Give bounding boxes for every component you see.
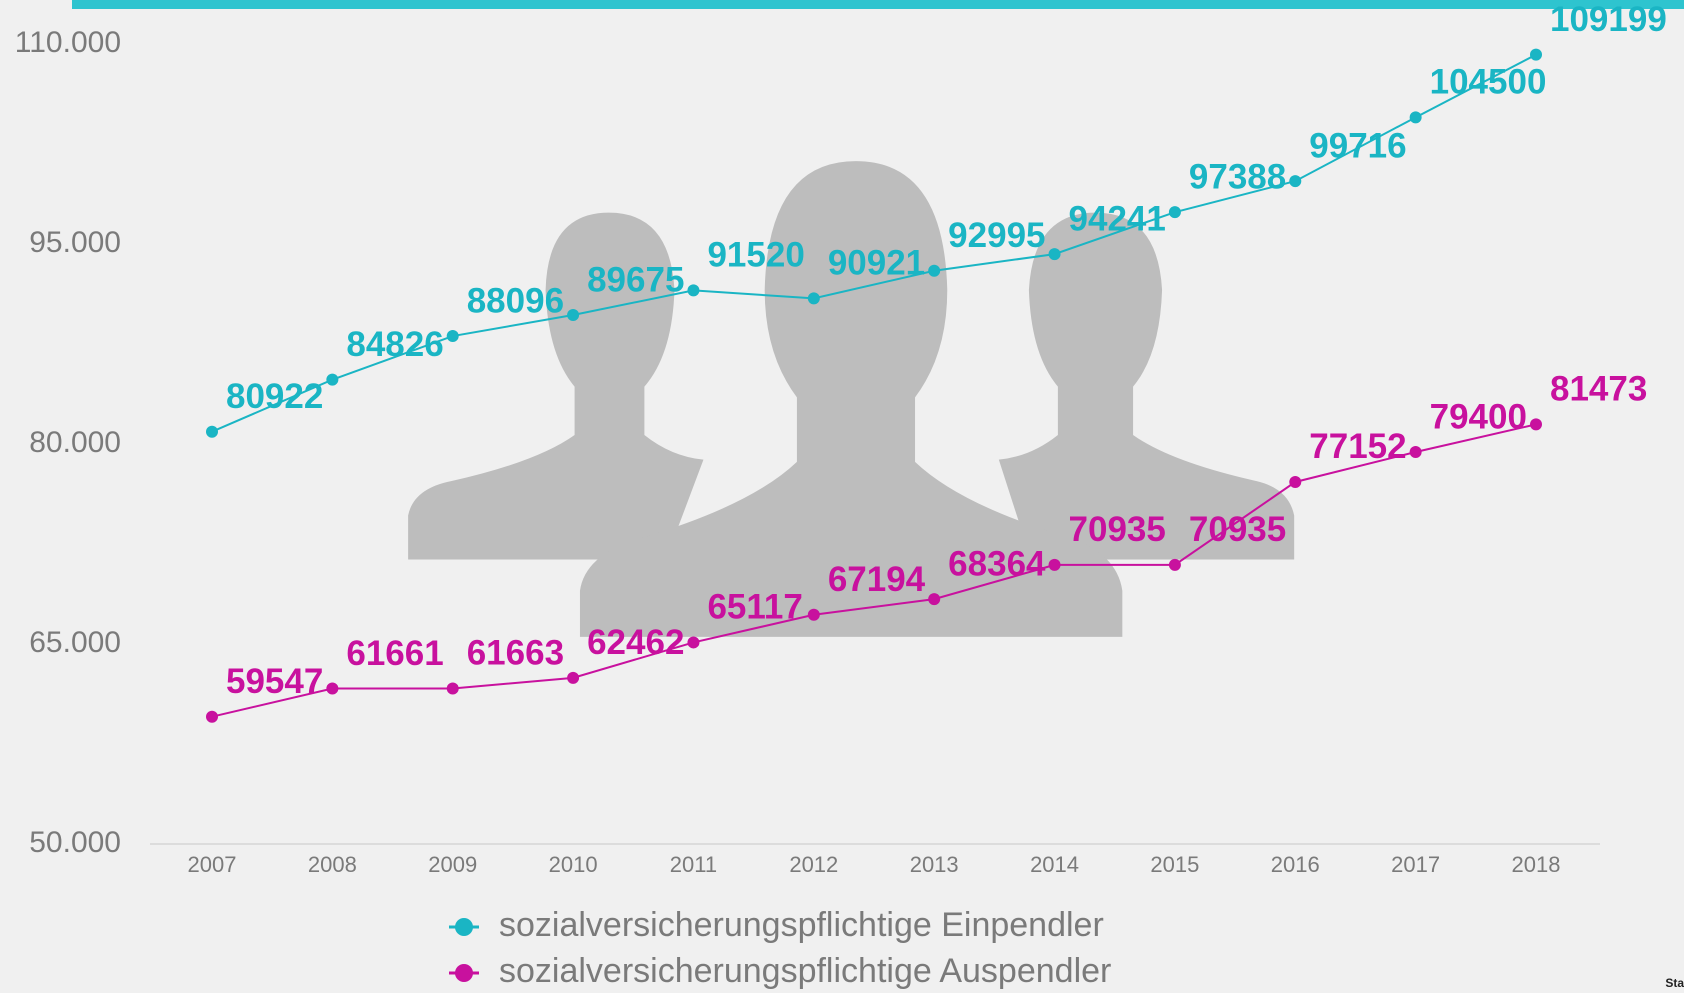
data-point <box>1409 111 1422 124</box>
x-tick-label: 2011 <box>670 852 717 877</box>
x-tick-label: 2008 <box>308 852 357 877</box>
x-tick-label: 2007 <box>188 852 237 877</box>
data-point <box>567 309 580 321</box>
data-label: 109199 <box>1550 0 1667 39</box>
legend-label: sozialversicherungspflichtige Auspendler <box>499 952 1111 990</box>
data-label: 104500 <box>1430 63 1547 102</box>
data-label: 92995 <box>948 216 1045 255</box>
data-point <box>687 284 700 297</box>
data-point <box>928 593 941 606</box>
data-label: 88096 <box>467 281 564 320</box>
data-label: 89675 <box>587 260 684 299</box>
data-point <box>807 608 820 621</box>
x-tick-label: 2014 <box>1030 852 1079 877</box>
data-point <box>807 292 820 305</box>
data-point <box>1048 558 1061 571</box>
data-point <box>1168 206 1181 219</box>
x-tick-label: 2009 <box>428 852 477 877</box>
data-label: 80922 <box>226 377 323 416</box>
data-point <box>1530 418 1542 431</box>
data-label: 99716 <box>1309 126 1406 165</box>
y-tick-label: 110.000 <box>15 26 121 59</box>
y-tick-label: 95.000 <box>29 226 121 259</box>
data-point <box>567 671 580 684</box>
data-point <box>1530 48 1542 61</box>
data-label: 70935 <box>1189 510 1286 549</box>
legend-label: sozialversicherungspflichtige Einpendler <box>499 906 1104 944</box>
data-label: 70935 <box>1069 510 1166 549</box>
y-tick-label: 65.000 <box>29 626 121 659</box>
data-point <box>1168 558 1181 571</box>
data-point <box>326 682 339 695</box>
data-label: 77152 <box>1309 427 1406 466</box>
x-tick-label: 2015 <box>1150 852 1199 877</box>
data-point <box>446 682 459 695</box>
x-tick-label: 2018 <box>1512 852 1561 877</box>
source: Stadt Dortmund <box>1665 976 1684 990</box>
data-label: 91520 <box>707 236 804 275</box>
x-tick-label: 2017 <box>1391 852 1440 877</box>
y-tick-label: 80.000 <box>29 426 121 459</box>
data-label: 67194 <box>828 560 926 599</box>
data-point <box>1289 175 1302 188</box>
data-label: 84826 <box>346 325 443 364</box>
data-point <box>446 330 459 343</box>
data-label: 65117 <box>707 588 802 627</box>
data-label: 61661 <box>346 634 443 673</box>
legend-marker <box>455 964 473 982</box>
data-point <box>1048 248 1061 261</box>
data-label: 61663 <box>467 634 564 673</box>
top-bar <box>72 0 1684 9</box>
data-point <box>1289 475 1302 488</box>
x-tick-label: 2016 <box>1271 852 1320 877</box>
data-label: 81473 <box>1550 370 1647 409</box>
data-point <box>1409 446 1422 458</box>
x-tick-label: 2012 <box>789 852 838 877</box>
series-line <box>211 423 1537 718</box>
data-label: 79400 <box>1430 397 1527 436</box>
data-label: 68364 <box>948 544 1046 583</box>
data-label: 94241 <box>1069 199 1166 238</box>
data-point <box>687 636 700 649</box>
data-point <box>326 373 339 386</box>
y-tick-label: 50.000 <box>29 826 121 859</box>
x-tick-label: 2010 <box>549 852 598 877</box>
data-label: 97388 <box>1189 157 1286 196</box>
data-label: 62462 <box>587 623 684 662</box>
series-line <box>211 53 1537 433</box>
x-tick-label: 2013 <box>910 852 959 877</box>
data-label: 90921 <box>828 244 925 283</box>
data-point <box>206 710 218 723</box>
data-point <box>206 425 218 438</box>
legend-marker <box>455 918 473 936</box>
people-icon <box>408 161 1295 637</box>
data-label: 59547 <box>226 662 323 701</box>
data-point <box>928 264 941 277</box>
